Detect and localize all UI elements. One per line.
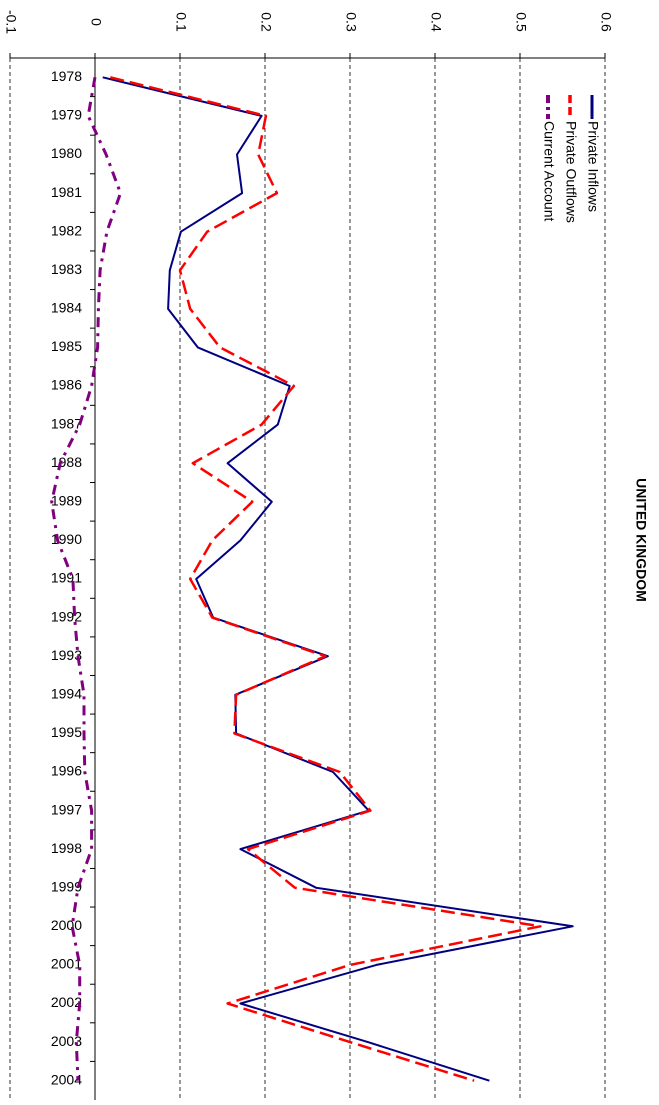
category-label: 1997 [51, 801, 82, 817]
category-label: 2001 [51, 956, 82, 972]
category-label: 1986 [51, 377, 82, 393]
chart-title: UNITED KINGDOM [633, 478, 649, 602]
value-tick-label: 0.4 [428, 12, 444, 32]
category-label: 1983 [51, 261, 82, 277]
category-label: 1987 [51, 415, 82, 431]
series-line [109, 76, 542, 1082]
legend-label: Private Outflows [563, 121, 579, 223]
value-tick-label: 0.1 [173, 12, 189, 32]
category-label: 2003 [51, 1033, 82, 1049]
value-tick-label: 0.2 [258, 12, 274, 32]
category-label: 1981 [51, 184, 82, 200]
value-tick-label: 0.5 [513, 12, 529, 32]
category-label: 1985 [51, 338, 82, 354]
category-label: 2000 [51, 917, 82, 933]
value-tick-label: 0 [88, 18, 104, 26]
category-label: 1982 [51, 222, 82, 238]
category-label: 1989 [51, 493, 82, 509]
value-tick-label: 0.3 [343, 12, 359, 32]
category-label: 2004 [51, 1071, 82, 1087]
category-label: 1979 [51, 107, 82, 123]
category-label: 1992 [51, 608, 82, 624]
category-label: 1991 [51, 570, 82, 586]
value-tick-label: -0.1 [3, 10, 19, 34]
series-line [50, 77, 122, 1081]
legend-label: Private Inflows [585, 121, 601, 212]
category-label: 1993 [51, 647, 82, 663]
category-label: 1995 [51, 724, 82, 740]
category-label: 1980 [51, 145, 82, 161]
category-label: 1988 [51, 454, 82, 470]
category-label: 1984 [51, 300, 82, 316]
category-label: 2002 [51, 994, 82, 1010]
value-tick-label: 0.6 [598, 12, 614, 32]
category-label: 1994 [51, 685, 82, 701]
series-line [102, 76, 574, 1082]
category-label: 1996 [51, 763, 82, 779]
category-label: 1998 [51, 840, 82, 856]
category-label: 1990 [51, 531, 82, 547]
legend-label: Current Account [541, 121, 557, 221]
category-label: 1999 [51, 878, 82, 894]
category-label: 1978 [51, 68, 82, 84]
